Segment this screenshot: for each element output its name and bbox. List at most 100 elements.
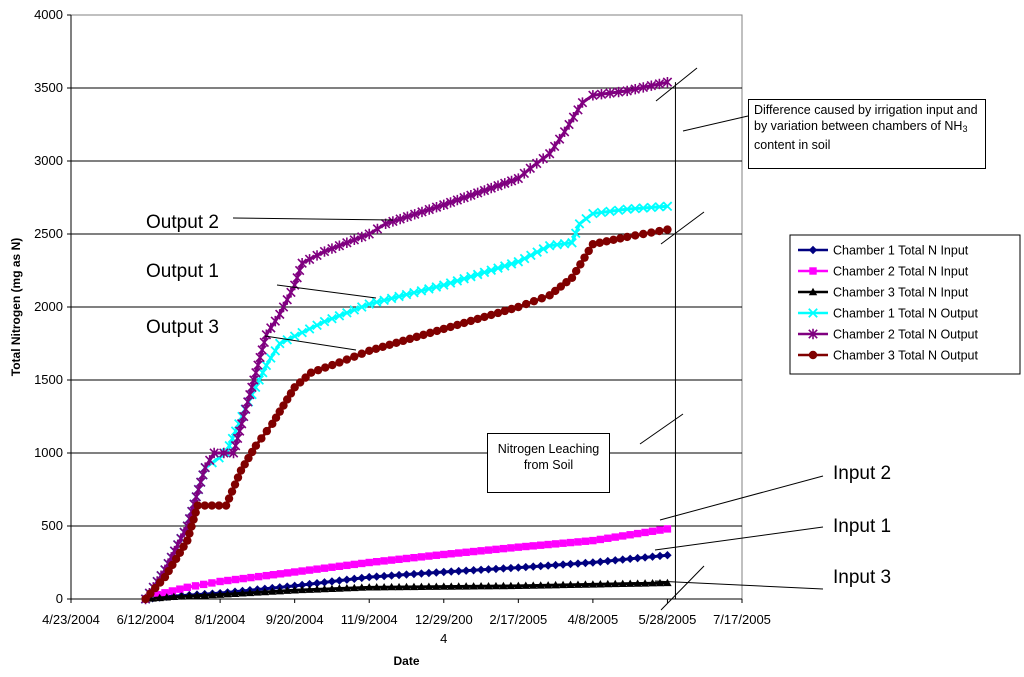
legend-marker [808, 350, 818, 360]
data-point [452, 276, 463, 286]
data-point [447, 550, 455, 558]
data-point [200, 580, 208, 589]
data-point [161, 589, 169, 597]
data-point [630, 203, 641, 214]
data-point [289, 331, 300, 342]
data-point [507, 304, 516, 314]
data-point [596, 557, 605, 566]
data-point [479, 185, 490, 196]
series-5 [140, 76, 673, 605]
data-point [409, 287, 419, 298]
data-point [221, 501, 231, 510]
data-point [176, 585, 184, 593]
data-point [472, 269, 483, 280]
data-point [581, 537, 590, 545]
data-point [445, 278, 456, 288]
data-point [253, 588, 262, 596]
data-point [327, 243, 337, 254]
data-point [469, 582, 478, 590]
legend-marker [809, 267, 817, 275]
data-point [215, 590, 225, 598]
data-point [208, 579, 216, 587]
data-point [379, 571, 389, 581]
data-point [663, 578, 672, 587]
data-point [525, 163, 536, 174]
data-point [506, 259, 517, 269]
data-point [160, 572, 170, 582]
data-point [187, 522, 196, 531]
data-point [179, 542, 188, 551]
data-point [378, 342, 387, 352]
x-tick-label: 11/9/2004 [341, 612, 398, 627]
data-point [596, 207, 607, 218]
legend-marker [808, 328, 818, 340]
data-point [402, 554, 411, 563]
data-point [388, 216, 398, 227]
data-point [224, 494, 234, 503]
data-point [283, 586, 292, 594]
data-point [268, 419, 277, 428]
data-point [240, 460, 249, 469]
data-point [595, 238, 604, 247]
data-point [283, 569, 292, 577]
data-point [484, 546, 493, 554]
data-point [262, 426, 272, 436]
y-tick-label: 2500 [34, 226, 63, 241]
data-point [265, 353, 276, 363]
data-point [251, 441, 261, 450]
data-point [431, 201, 442, 213]
data-point [254, 572, 263, 581]
data-point [640, 553, 650, 562]
data-point [514, 563, 523, 572]
data-point [646, 202, 657, 213]
data-point [304, 254, 315, 265]
data-point [529, 581, 538, 589]
data-point [319, 246, 330, 257]
data-point [394, 570, 404, 580]
data-point [493, 308, 503, 318]
data-point [313, 365, 323, 375]
data-point [446, 322, 455, 332]
data-point [566, 580, 575, 589]
data-point [402, 582, 411, 591]
data-point [454, 549, 463, 557]
data-point [409, 582, 419, 591]
y-tick-label: 4000 [34, 7, 63, 22]
data-point [286, 389, 296, 398]
x-tick-label: 4 [440, 631, 447, 646]
callout-line [264, 335, 357, 351]
data-point [466, 190, 476, 201]
data-point [219, 447, 229, 459]
data-point [371, 297, 382, 308]
y-tick-label: 1500 [34, 372, 63, 387]
data-point [513, 256, 524, 267]
data-point [596, 535, 605, 544]
data-point [602, 237, 611, 246]
data-point [473, 314, 482, 324]
data-point [641, 528, 649, 537]
data-point [236, 466, 246, 475]
legend: Chamber 1 Total N Input Chamber 2 Total N… [789, 234, 1021, 375]
data-point [335, 584, 344, 592]
data-point [380, 557, 388, 565]
data-point [633, 579, 642, 587]
data-point [297, 580, 307, 590]
data-point [209, 447, 219, 459]
data-point [655, 226, 664, 236]
data-point [244, 453, 253, 463]
data-point [581, 558, 590, 568]
data-point [270, 345, 281, 356]
data-point [554, 133, 565, 145]
data-point [486, 182, 496, 194]
y-tick-label: 3000 [34, 153, 63, 168]
callout-line [660, 565, 705, 611]
data-point [298, 567, 306, 575]
data-point [462, 548, 470, 556]
data-point [439, 324, 448, 334]
data-point [365, 558, 373, 567]
data-point [613, 205, 624, 216]
data-point [453, 320, 462, 330]
data-point [552, 239, 562, 250]
data-point [357, 573, 366, 583]
legend-entry: Chamber 2 Total N Input [833, 265, 969, 279]
